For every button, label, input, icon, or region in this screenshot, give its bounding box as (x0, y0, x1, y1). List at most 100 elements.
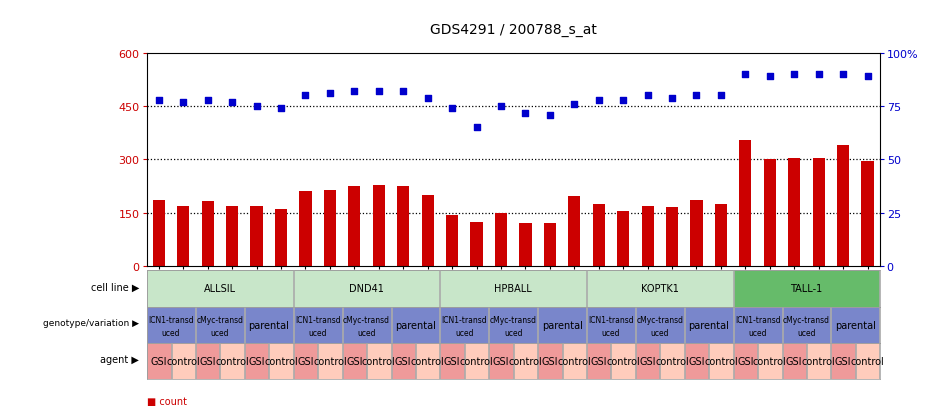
Bar (636, 307, 684, 343)
Bar (832, 307, 879, 343)
Bar (862, 162, 874, 266)
Text: ICN1-transd: ICN1-transd (149, 315, 194, 324)
Text: parental: parental (689, 320, 729, 330)
Text: ICN1-transd: ICN1-transd (735, 315, 780, 324)
Bar (226, 206, 238, 266)
Bar (856, 343, 879, 380)
Bar (832, 343, 855, 380)
Bar (519, 224, 532, 266)
Text: GSI: GSI (835, 356, 851, 366)
Point (176, 99, 191, 106)
Point (151, 97, 166, 104)
Text: GSI: GSI (395, 356, 412, 366)
Text: ALLSIL: ALLSIL (204, 284, 236, 294)
Bar (148, 271, 292, 307)
Text: uced: uced (748, 328, 767, 337)
Point (249, 104, 264, 110)
Bar (201, 202, 214, 266)
Point (567, 102, 582, 108)
Bar (592, 204, 604, 266)
Text: uced: uced (358, 328, 376, 337)
Bar (691, 201, 703, 266)
Bar (617, 211, 629, 266)
Bar (324, 190, 336, 266)
Bar (495, 214, 507, 266)
Text: GSI: GSI (150, 356, 167, 366)
Text: control: control (753, 356, 787, 366)
Text: HPBALL: HPBALL (495, 284, 532, 294)
Bar (666, 208, 678, 266)
Point (689, 93, 704, 100)
Bar (489, 307, 537, 343)
Text: KOPTK1: KOPTK1 (640, 284, 679, 294)
Bar (763, 160, 776, 266)
Point (664, 95, 679, 102)
Bar (446, 215, 458, 266)
Bar (441, 307, 488, 343)
Text: control: control (656, 356, 689, 366)
Bar (489, 343, 513, 380)
Point (860, 74, 875, 81)
Bar (782, 307, 831, 343)
Text: uced: uced (651, 328, 669, 337)
Text: uced: uced (308, 328, 327, 337)
Point (762, 74, 778, 81)
Bar (837, 146, 850, 266)
Point (738, 72, 753, 78)
Bar (196, 343, 219, 380)
Bar (220, 343, 244, 380)
Bar (245, 343, 269, 380)
Bar (318, 343, 342, 380)
Text: control: control (509, 356, 542, 366)
Bar (299, 192, 311, 266)
Text: cMyc-transd: cMyc-transd (490, 315, 536, 324)
Point (616, 97, 631, 104)
Bar (373, 185, 385, 266)
Text: GSI: GSI (493, 356, 509, 366)
Bar (270, 343, 292, 380)
Text: uced: uced (455, 328, 474, 337)
Point (445, 106, 460, 112)
Bar (782, 343, 806, 380)
Bar (470, 222, 482, 266)
Bar (587, 307, 635, 343)
Point (591, 97, 606, 104)
Text: parental: parental (395, 320, 436, 330)
Point (835, 72, 850, 78)
Bar (563, 343, 586, 380)
Text: GSI: GSI (444, 356, 461, 366)
Text: control: control (850, 356, 885, 366)
Bar (196, 307, 244, 343)
Text: cMyc-transd: cMyc-transd (637, 315, 683, 324)
Text: control: control (460, 356, 494, 366)
Bar (587, 271, 732, 307)
Bar (739, 140, 751, 266)
Bar (734, 271, 879, 307)
Text: parental: parental (542, 320, 583, 330)
Bar (788, 158, 800, 266)
Text: GSI: GSI (200, 356, 216, 366)
Text: agent ▶: agent ▶ (100, 355, 139, 365)
Bar (636, 343, 659, 380)
Point (371, 89, 386, 95)
Bar (397, 186, 410, 266)
Bar (342, 307, 391, 343)
Text: GSI: GSI (249, 356, 265, 366)
Bar (538, 307, 586, 343)
Bar (660, 343, 684, 380)
Bar (294, 307, 342, 343)
Bar (251, 206, 263, 266)
Point (224, 99, 239, 106)
Text: TALL-1: TALL-1 (790, 284, 823, 294)
Bar (177, 207, 189, 266)
Text: cMyc-transd: cMyc-transd (343, 315, 390, 324)
Text: control: control (802, 356, 835, 366)
Bar (569, 197, 581, 266)
Text: ICN1-transd: ICN1-transd (442, 315, 487, 324)
Point (787, 72, 802, 78)
Point (395, 89, 411, 95)
Bar (275, 210, 288, 266)
Bar (538, 343, 562, 380)
Bar (152, 201, 165, 266)
Text: GSI: GSI (639, 356, 656, 366)
